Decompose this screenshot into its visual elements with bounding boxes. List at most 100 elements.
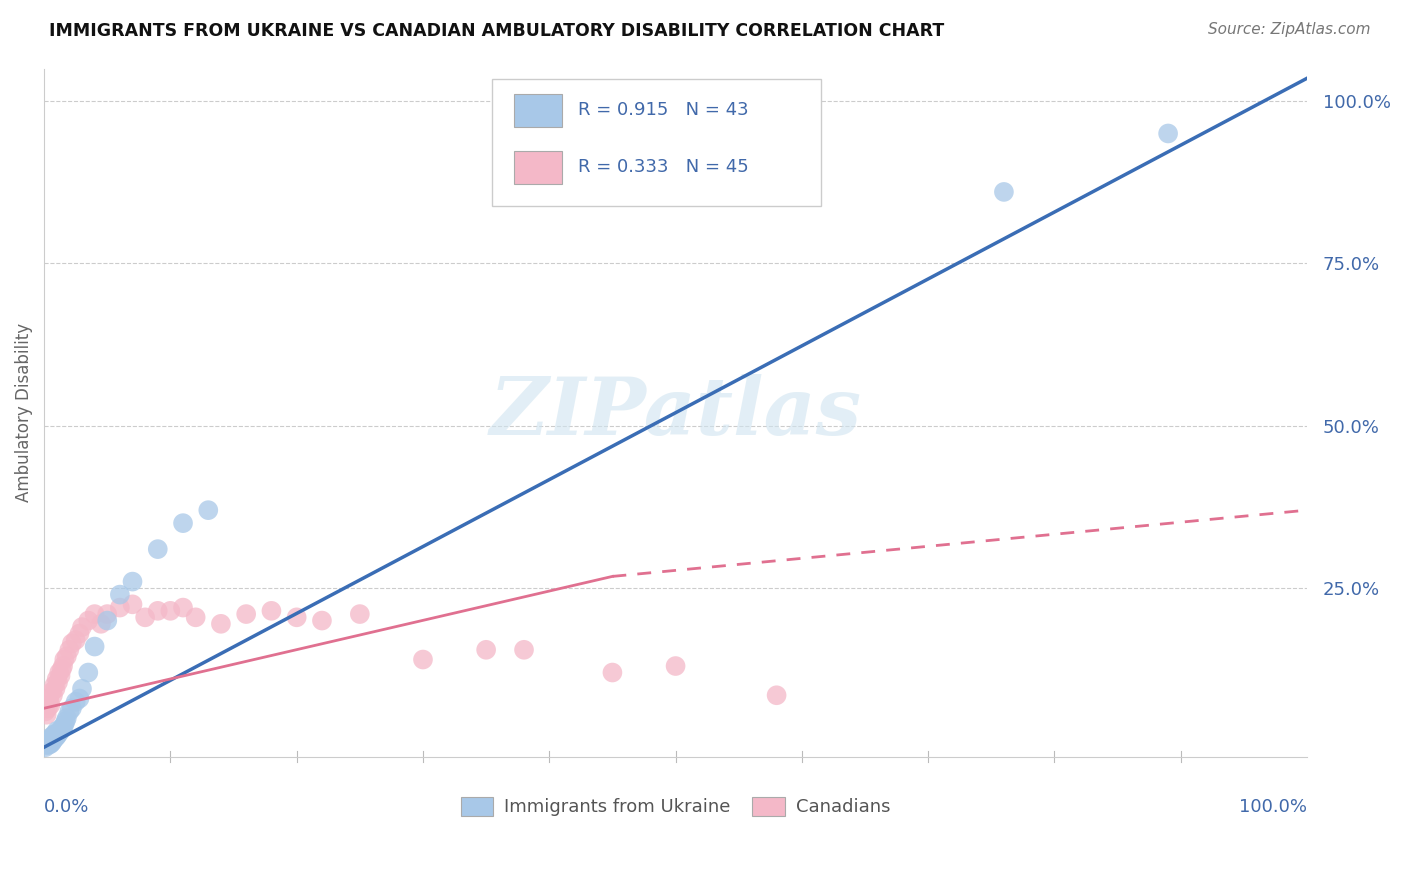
Point xyxy=(37,733,59,747)
Point xyxy=(44,731,66,746)
Point xyxy=(134,610,156,624)
Point xyxy=(77,665,100,680)
Point xyxy=(56,649,79,664)
Point xyxy=(96,614,118,628)
Point xyxy=(70,681,93,696)
Point xyxy=(65,695,87,709)
Point xyxy=(159,604,181,618)
Point xyxy=(209,616,232,631)
Point xyxy=(1157,127,1180,141)
Point xyxy=(108,600,131,615)
Point xyxy=(146,604,169,618)
Point xyxy=(35,738,58,752)
Point xyxy=(69,626,91,640)
Point xyxy=(37,737,59,751)
Point xyxy=(69,691,91,706)
Point xyxy=(51,662,73,676)
Point xyxy=(184,610,207,624)
Text: R = 0.915   N = 43: R = 0.915 N = 43 xyxy=(578,101,749,119)
Point xyxy=(60,636,83,650)
FancyBboxPatch shape xyxy=(492,78,821,206)
Point xyxy=(39,731,62,745)
Point xyxy=(38,738,60,752)
Point xyxy=(77,614,100,628)
FancyBboxPatch shape xyxy=(515,94,562,127)
Point xyxy=(42,733,65,747)
Point xyxy=(172,600,194,615)
Point xyxy=(42,729,65,743)
Text: Source: ZipAtlas.com: Source: ZipAtlas.com xyxy=(1208,22,1371,37)
Point xyxy=(53,717,76,731)
Point xyxy=(197,503,219,517)
Point xyxy=(60,701,83,715)
Point xyxy=(475,642,498,657)
Point xyxy=(35,707,58,722)
Point xyxy=(44,681,66,696)
Point xyxy=(44,731,66,745)
Point xyxy=(34,740,56,755)
Point xyxy=(38,691,60,706)
Point xyxy=(41,736,63,750)
Point xyxy=(993,185,1015,199)
Point xyxy=(513,642,536,657)
Point xyxy=(108,588,131,602)
Point xyxy=(96,607,118,621)
Point xyxy=(34,705,56,719)
Point xyxy=(45,729,67,743)
Text: IMMIGRANTS FROM UKRAINE VS CANADIAN AMBULATORY DISABILITY CORRELATION CHART: IMMIGRANTS FROM UKRAINE VS CANADIAN AMBU… xyxy=(49,22,945,40)
Point xyxy=(311,614,333,628)
Text: 100.0%: 100.0% xyxy=(1239,798,1308,816)
FancyBboxPatch shape xyxy=(515,151,562,184)
Point xyxy=(44,679,66,693)
Point xyxy=(39,733,62,747)
Point xyxy=(39,737,62,751)
Point xyxy=(235,607,257,621)
Point xyxy=(38,733,60,747)
Point xyxy=(602,665,624,680)
Point xyxy=(51,721,73,735)
Point xyxy=(35,736,58,750)
Point xyxy=(46,727,69,741)
Point xyxy=(285,610,308,624)
Point xyxy=(49,669,72,683)
Point xyxy=(664,659,686,673)
Point xyxy=(44,727,66,741)
Y-axis label: Ambulatory Disability: Ambulatory Disability xyxy=(15,323,32,502)
Point xyxy=(39,698,62,712)
Point xyxy=(46,675,69,690)
Point xyxy=(172,516,194,530)
Point xyxy=(48,665,70,680)
Point xyxy=(48,725,70,739)
Legend: Immigrants from Ukraine, Canadians: Immigrants from Ukraine, Canadians xyxy=(454,789,897,823)
Point xyxy=(42,688,65,702)
Point xyxy=(44,727,66,741)
Point xyxy=(56,711,79,725)
Point xyxy=(121,574,143,589)
Point xyxy=(121,598,143,612)
Point xyxy=(53,652,76,666)
Point xyxy=(70,620,93,634)
Point xyxy=(55,714,77,729)
Point xyxy=(412,652,434,666)
Point xyxy=(58,642,80,657)
Point xyxy=(45,672,67,686)
Point xyxy=(349,607,371,621)
Text: 0.0%: 0.0% xyxy=(44,798,90,816)
Point xyxy=(45,723,67,738)
Point xyxy=(49,723,72,738)
Point xyxy=(83,607,105,621)
Point xyxy=(90,616,112,631)
Point xyxy=(41,731,63,746)
Point xyxy=(260,604,283,618)
Point xyxy=(83,640,105,654)
Point xyxy=(58,705,80,719)
Point xyxy=(37,701,59,715)
Point xyxy=(52,721,75,735)
Point xyxy=(65,633,87,648)
Point xyxy=(765,688,787,702)
Point xyxy=(146,542,169,557)
Point xyxy=(41,685,63,699)
Text: R = 0.333   N = 45: R = 0.333 N = 45 xyxy=(578,158,749,176)
Text: ZIPatlas: ZIPatlas xyxy=(489,374,862,451)
Point xyxy=(52,659,75,673)
